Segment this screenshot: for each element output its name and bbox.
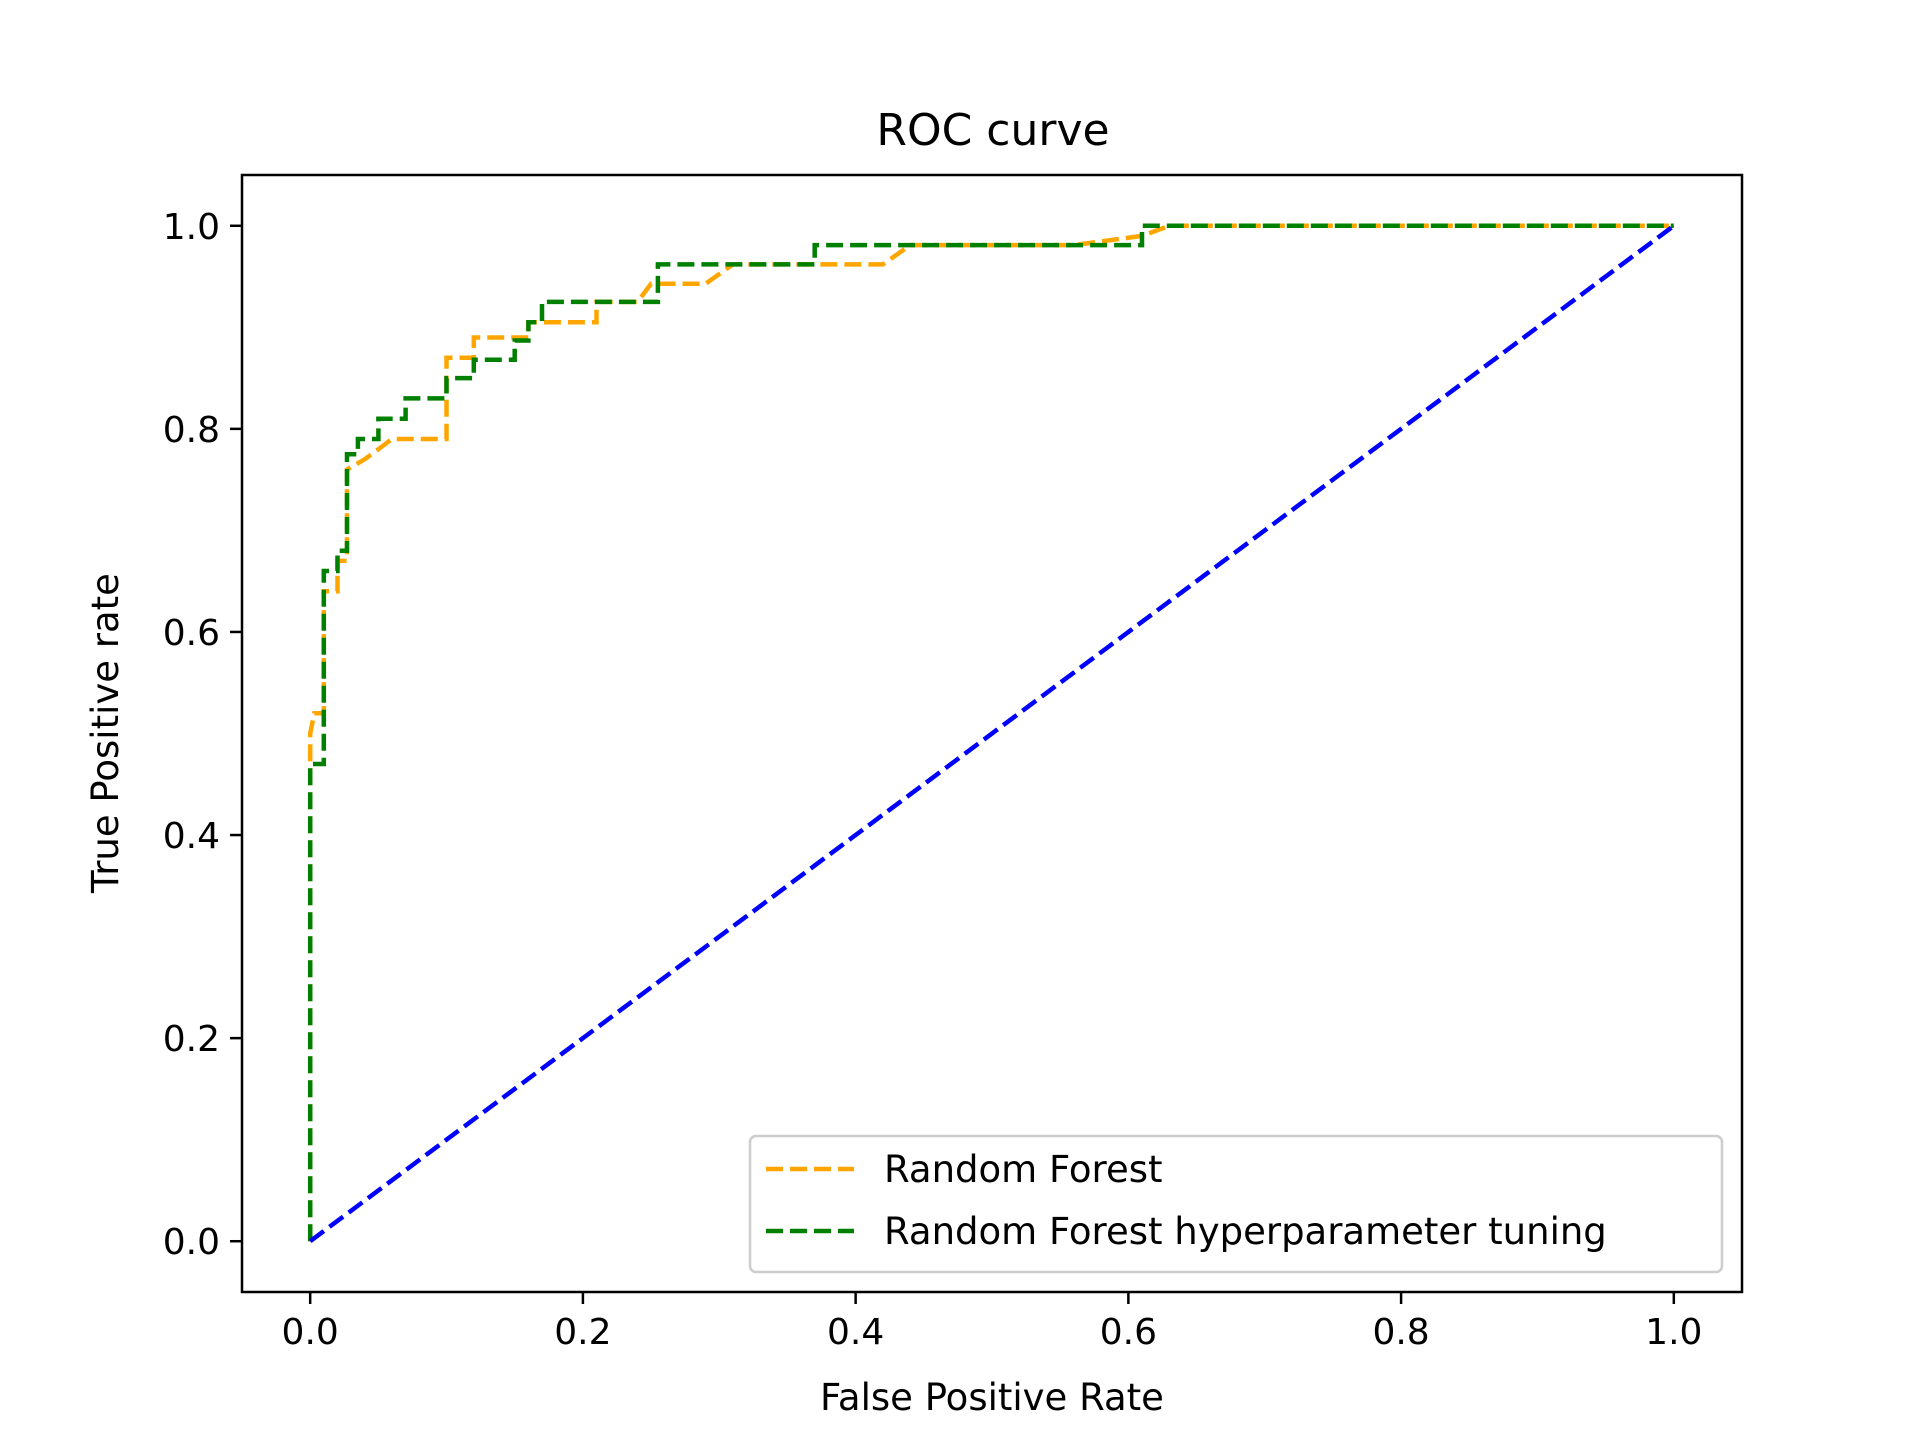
x-tick-label: 0.8 bbox=[1372, 1312, 1429, 1353]
y-tick-label: 0.2 bbox=[163, 1019, 220, 1060]
y-tick-label: 0.6 bbox=[163, 613, 220, 654]
legend: Random Forest Random Forest hyperparamet… bbox=[748, 1134, 1724, 1274]
series-layer bbox=[307, 223, 1676, 1244]
legend-label-rf-hyperparameter-tuning: Random Forest hyperparameter tuning bbox=[884, 1210, 1607, 1253]
y-tick-label: 0.4 bbox=[163, 816, 220, 857]
plot-area-frame bbox=[240, 173, 1744, 1294]
series-line-random-forest bbox=[307, 223, 1674, 1242]
y-axis-label: True Positive rate bbox=[84, 573, 127, 894]
x-tick-label: 0.4 bbox=[827, 1312, 884, 1353]
x-tick-label: 0.6 bbox=[1100, 1312, 1157, 1353]
chart-title: ROC curve bbox=[876, 105, 1109, 156]
series-line-chance-diagonal bbox=[308, 223, 1676, 1244]
x-tick-label: 0.0 bbox=[282, 1312, 339, 1353]
y-tick-label: 1.0 bbox=[163, 207, 220, 248]
legend-frame bbox=[748, 1134, 1724, 1274]
legend-label-random-forest: Random Forest bbox=[884, 1148, 1163, 1191]
tick-layer: 0.0 0.2 0.4 0.6 0.8 1.0 0.0 0.2 0.4 0.6 0.8 1.0 bbox=[163, 207, 1703, 1353]
series-line-random-forest-hyperparameter-tuning bbox=[307, 223, 1674, 1242]
x-tick-label: 0.2 bbox=[554, 1312, 611, 1353]
y-tick-label: 0.8 bbox=[163, 410, 220, 451]
x-axis-label: False Positive Rate bbox=[820, 1376, 1164, 1419]
x-tick-label: 1.0 bbox=[1645, 1312, 1702, 1353]
y-tick-label: 0.0 bbox=[163, 1222, 220, 1263]
